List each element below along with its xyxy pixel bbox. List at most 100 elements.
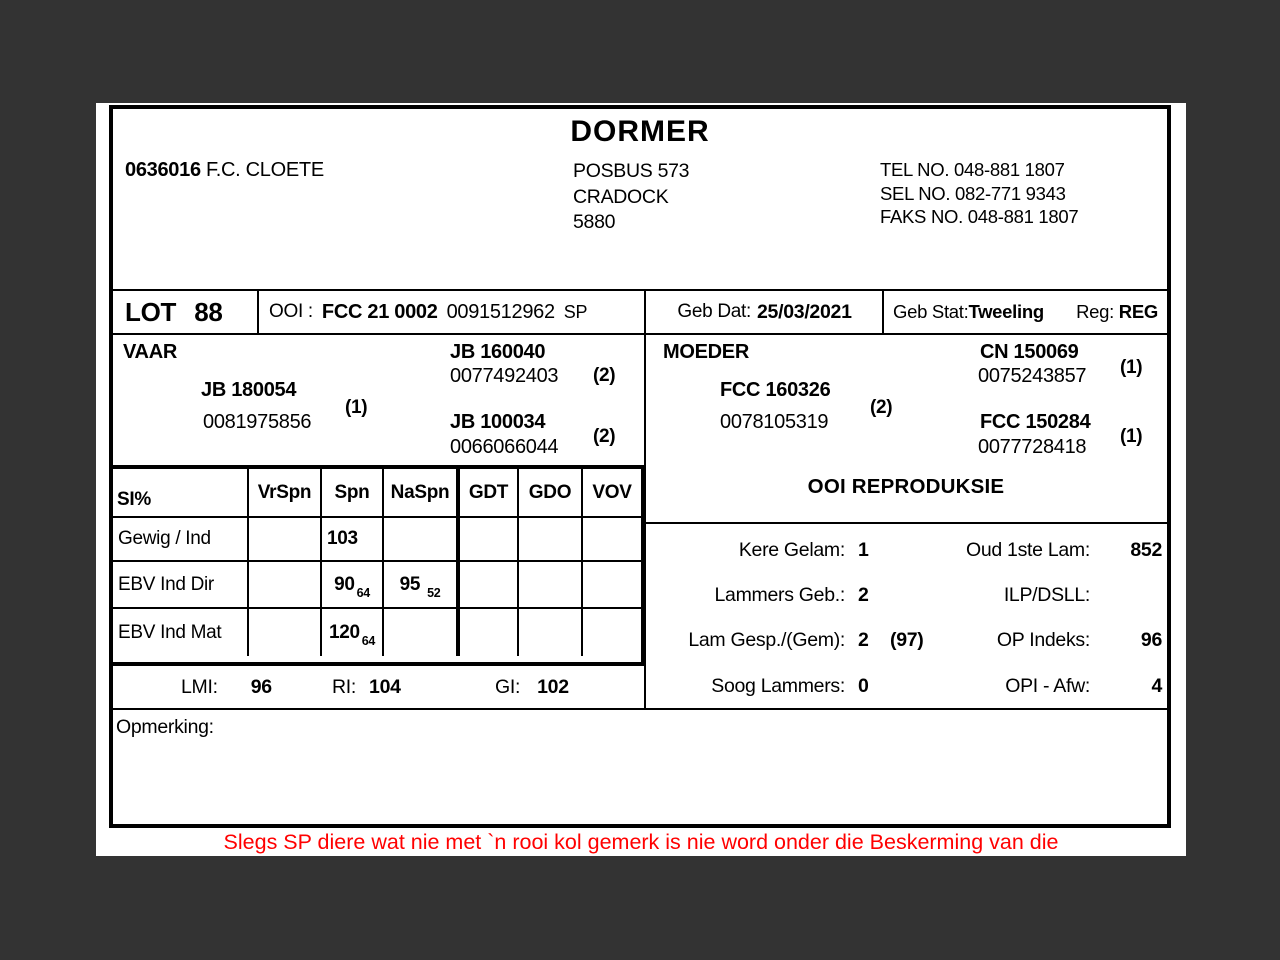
si-accuracy-sub: 52 [427,585,441,600]
reg-group: Reg: REG [1076,301,1158,323]
reg-label: Reg: [1076,301,1114,322]
repro-left-value: 2 [858,584,869,606]
catalog-card-border: DORMER 0636016 F.C. CLOETE POSBUS 573 CR… [109,105,1171,828]
grandsire2-reg-number: 0066066044 [450,436,559,458]
granddam2-id: FCC 150284 [980,411,1091,433]
gi-group: GI: 102 [495,666,569,708]
granddam1-reg-number: 0075243857 [978,365,1087,387]
gi-label: GI: [495,676,521,698]
birth-date-label: Geb Dat: [677,301,752,322]
repro-left-label: Soog Lammers: [711,675,845,697]
reproduction-row: Lam Gesp./(Gem): 2 (97) OP Indeks: 96 [645,627,1167,653]
si-cell-spn: 90 64 [321,561,384,609]
page-title: DORMER [570,115,710,148]
sire-id: JB 180054 [201,379,297,401]
si-value: 90 [334,573,355,595]
lmi-value: 96 [250,676,272,698]
repro-left-value: 0 [858,675,869,697]
grandsire1-id: JB 160040 [450,341,546,363]
address-block: POSBUS 573 CRADOCK 5880 [573,159,690,236]
ooi-sp-flag: SP [563,301,588,322]
si-cell-empty [458,561,519,609]
birth-status-group: Geb Stat:Tweeling [893,301,1044,323]
address-line: 5880 [573,211,616,233]
granddam1-id: CN 150069 [980,341,1079,363]
lot-label: LOT [125,297,177,327]
repro-right-label: ILP/DSLL: [1003,584,1090,606]
si-cell-empty [248,608,322,656]
si-cell-empty [518,608,583,656]
si-accuracy-sub: 64 [361,633,376,648]
center-divider [644,291,646,708]
lot-divider-1 [257,291,259,333]
si-row-label: EBV Ind Dir [113,561,249,609]
grandsire1-reg-number: 0077492403 [450,365,559,387]
ooi-id: FCC 21 0002 [321,300,438,323]
reproduction-row: Kere Gelam: 1 Oud 1ste Lam: 852 [645,537,1167,563]
si-cell-empty [518,561,583,609]
si-cell-spn: 120 64 [321,608,384,656]
granddam1-generation: (1) [1120,357,1143,378]
si-col-header: NaSpn [383,469,460,518]
si-accuracy-sub: 64 [356,585,371,600]
lot-number: 88 [194,297,223,327]
lot-divider-3 [882,291,884,333]
breeder-line: 0636016 F.C. CLOETE [125,159,324,182]
header-divider [113,289,1167,291]
remark-divider [113,708,1167,710]
si-cell-empty [248,517,322,562]
birth-date-cell: Geb Dat: 25/03/2021 [647,291,882,333]
si-cell-empty [248,561,322,609]
gi-value: 102 [537,676,569,698]
cell-line: SEL NO. 082-771 9343 [880,182,1066,204]
repro-left-label: Lammers Geb.: [714,584,846,606]
indices-row: LMI: 96 RI: 104 GI: 102 [113,666,645,708]
repro-left-value: 1 [858,539,869,561]
si-cell-empty [383,608,460,656]
footer-note: Slegs SP diere wat nie met `n rooi kol g… [223,830,1059,854]
table-row: Gewig / Ind 103 [113,517,641,562]
birth-status-label: Geb Stat: [893,301,969,322]
si-cell-spn: 103 [321,517,384,562]
si-cell-naspn: 95 52 [383,561,460,609]
table-row: EBV Ind Dir 90 64 95 52 [113,561,641,609]
si-row-label: Gewig / Ind [113,517,249,562]
lot-row-bottom-divider [113,333,1167,335]
birth-status-cell: Geb Stat:Tweeling Reg: REG [884,291,1167,333]
sire-reg-number: 0081975856 [203,411,312,433]
address-line: CRADOCK [573,185,669,208]
lmi-label: LMI: [181,676,218,698]
ri-group: RI: 104 [332,666,401,708]
lot-cell: LOT 88 [113,291,257,333]
repro-left-value: 2 [858,629,869,651]
si-value: 120 [328,621,360,643]
address-line: POSBUS 573 [573,160,690,182]
dam-generation: (2) [870,397,893,418]
birth-status-value: Tweeling [968,301,1044,322]
si-cell-empty [582,608,641,656]
si-col-header: SI% [113,469,249,518]
repro-left-label: Kere Gelam: [738,539,845,561]
table-row: EBV Ind Mat 120 64 [113,608,641,656]
ooi-label: OOI : [269,301,313,322]
si-table: SI% VrSpn Spn NaSpn GDT GDO VOV Gewig / … [113,469,641,656]
repro-left-label: Lam Gesp./(Gem): [688,629,845,651]
dam-reg-number: 0078105319 [720,411,829,433]
grandsire2-generation: (2) [593,426,616,447]
reproduction-title: OOI REPRODUKSIE [807,475,1005,498]
repro-right-value: 852 [1130,539,1162,561]
sire-generation: (1) [345,397,368,418]
si-cell-empty [458,608,519,656]
si-index-table: SI% VrSpn Spn NaSpn GDT GDO VOV Gewig / … [113,465,645,666]
repro-right-value: 96 [1140,629,1162,651]
dam-section-label: MOEDER [663,341,749,363]
si-col-header: Spn [321,469,384,518]
reproduction-row: Lammers Geb.: 2 ILP/DSLL: [645,582,1167,608]
breeder-name: F.C. CLOETE [206,159,324,181]
sire-section-label: VAAR [123,341,177,363]
si-col-header: VOV [582,469,641,518]
catalog-page: DORMER 0636016 F.C. CLOETE POSBUS 573 CR… [96,103,1186,856]
repro-right-label: Oud 1ste Lam: [965,539,1090,561]
si-cell-empty [383,517,460,562]
reproduction-row: Soog Lammers: 0 OPI - Afw: 4 [645,673,1167,699]
